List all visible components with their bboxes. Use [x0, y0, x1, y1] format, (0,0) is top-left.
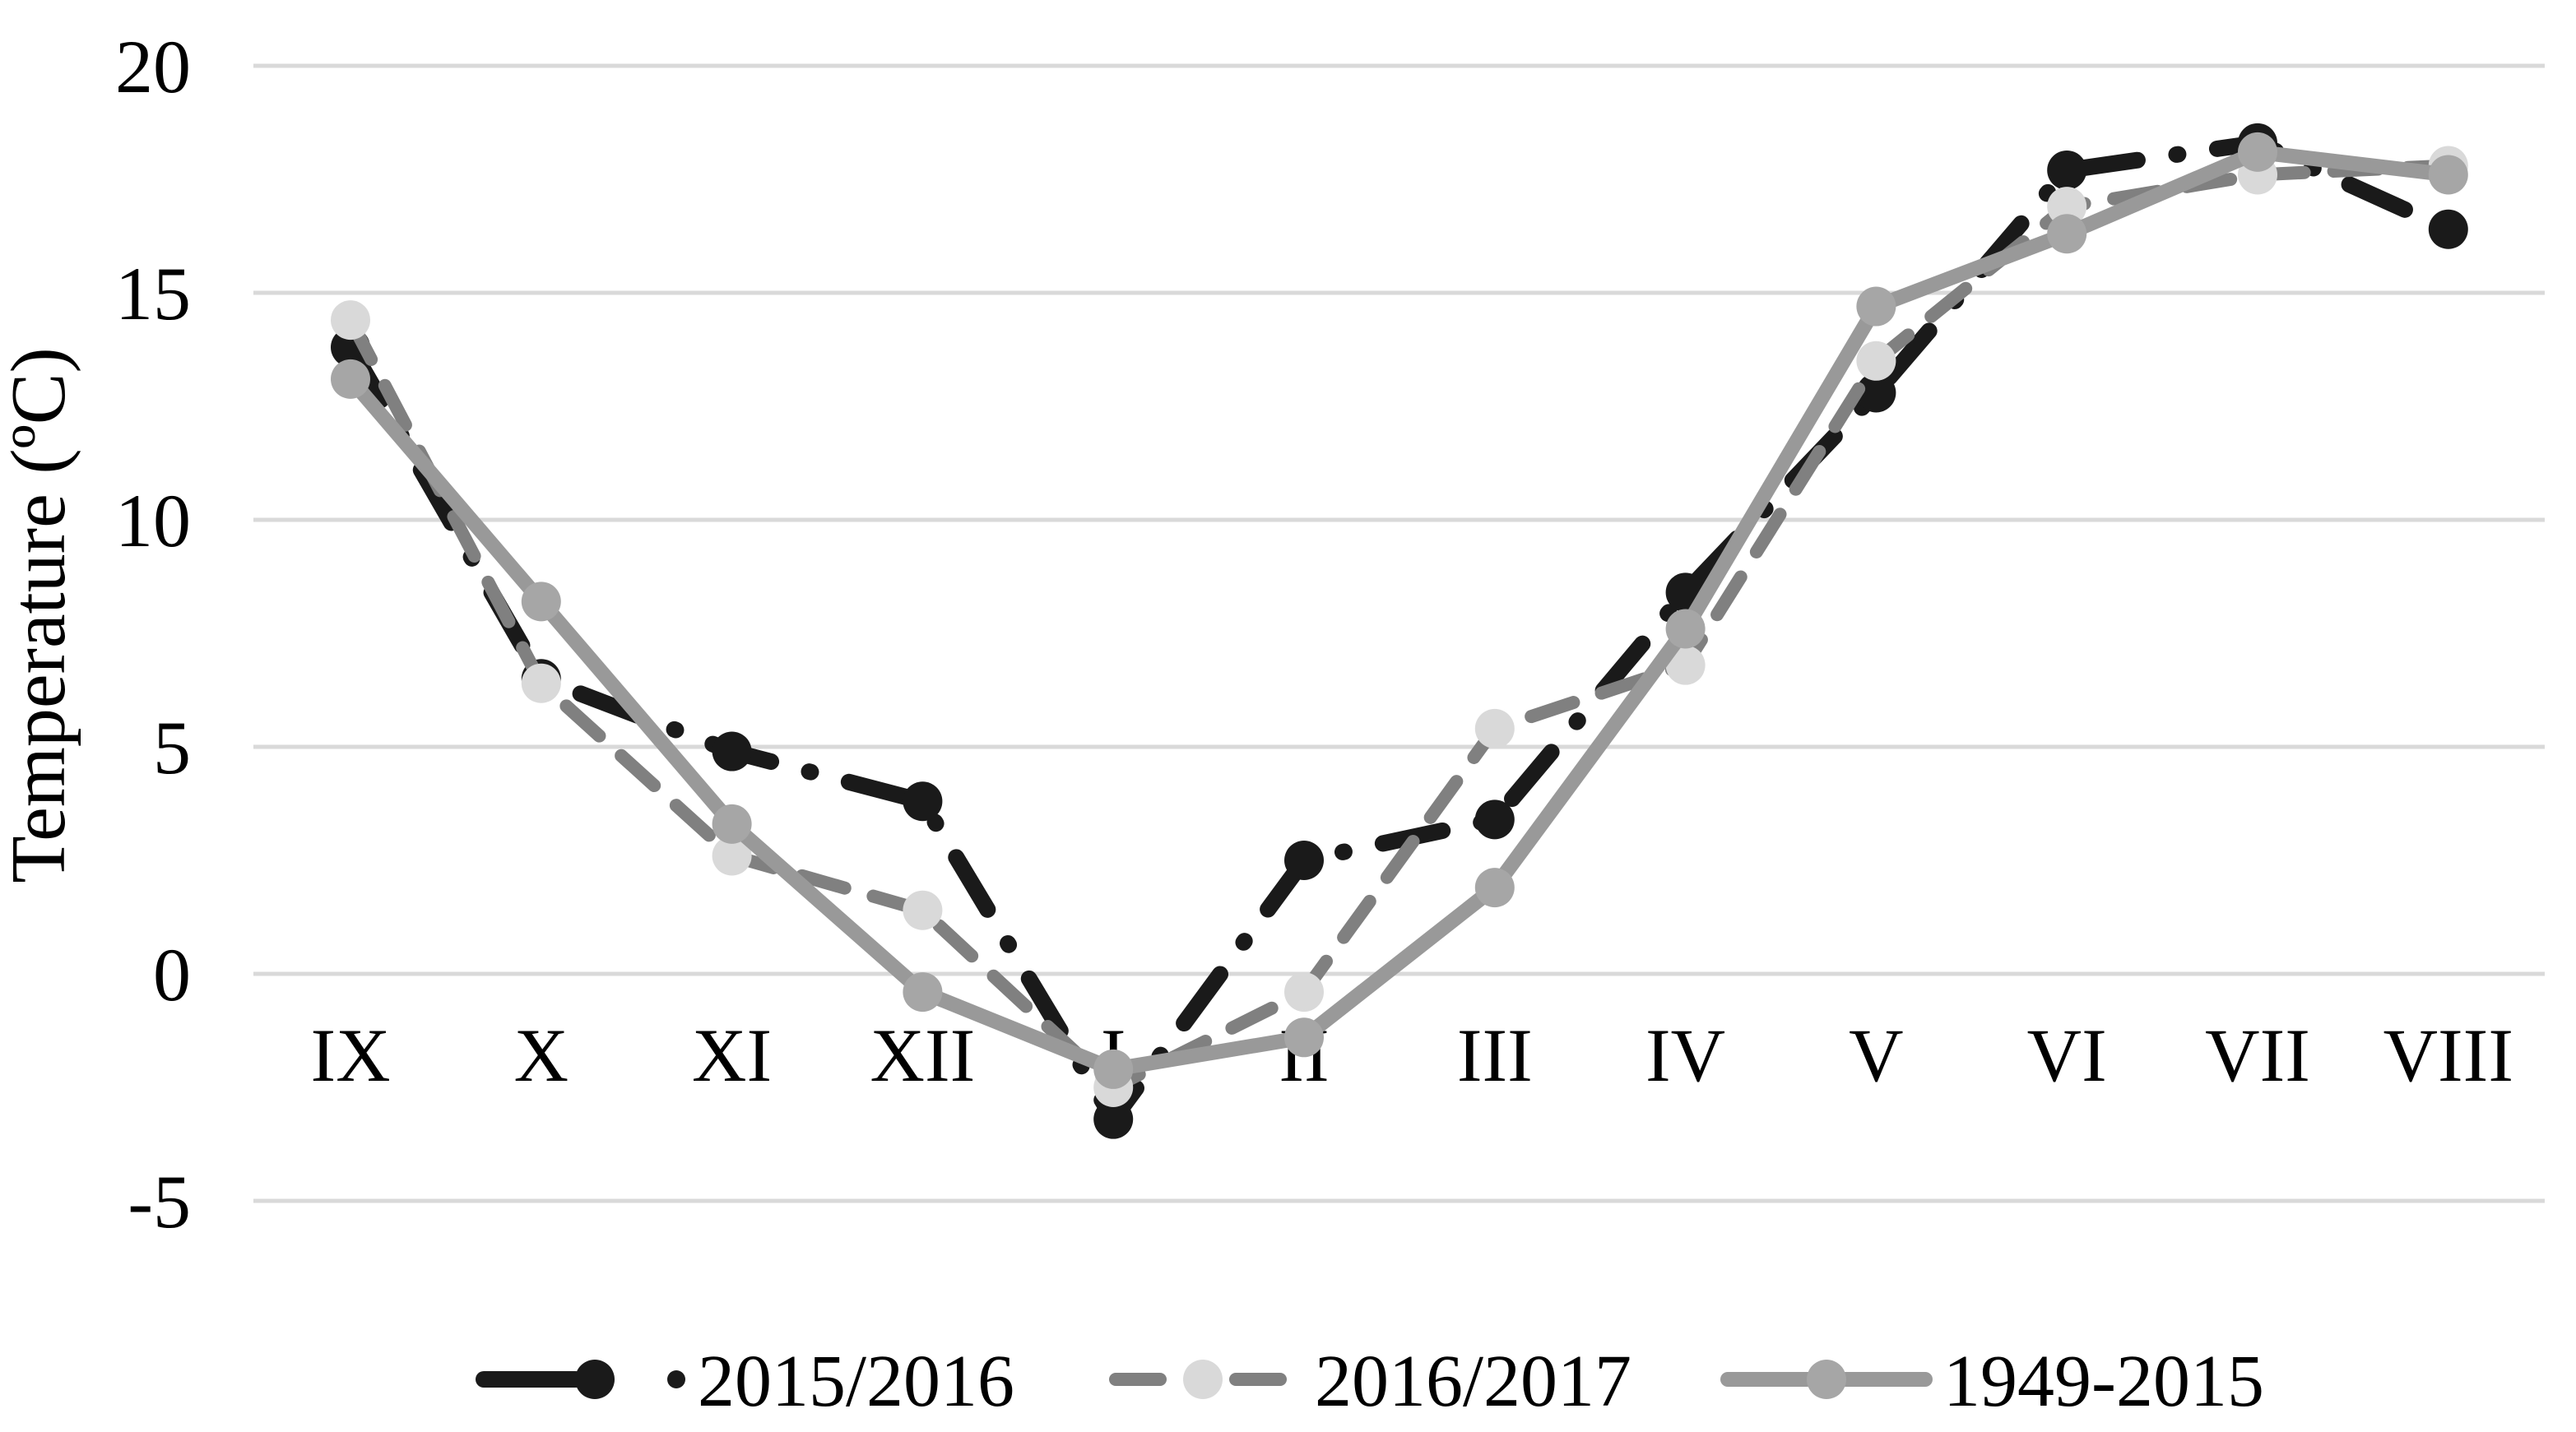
marker-1949-2015-VIII: [2428, 155, 2468, 195]
marker-2016-2017-XII: [903, 890, 943, 930]
marker-1949-2015-VI: [2047, 214, 2087, 254]
marker-2015-2016-VIII: [2428, 209, 2468, 249]
y-axis-title: Temperature (ºC): [0, 347, 81, 883]
y-tick-label--5: -5: [128, 1160, 191, 1244]
y-axis-tick-labels: 20 15 10 5 0 -5: [115, 25, 191, 1244]
legend-key-marker-1949-2015: [1807, 1360, 1846, 1399]
marker-1949-2015-III: [1474, 868, 1515, 908]
marker-2016-2017-II: [1284, 972, 1324, 1013]
x-tick-label-XI: XI: [692, 1013, 772, 1097]
series-line-2015-2016: [342, 134, 2457, 1128]
series-2015-2016: [331, 123, 2468, 1139]
legend-item-2016-2017: 2016/2017: [1109, 1341, 1631, 1422]
y-tick-label-0: 0: [153, 933, 191, 1017]
marker-1949-2015-XI: [712, 804, 752, 844]
series-line-1949-2015: [343, 144, 2456, 1077]
y-tick-label-15: 15: [115, 252, 191, 336]
x-tick-label-IX: IX: [310, 1013, 390, 1097]
series-line-2016-2017: [344, 159, 2455, 1094]
x-tick-label-VI: VI: [2027, 1013, 2107, 1097]
legend-label-2016-2017: 2016/2017: [1315, 1341, 1631, 1422]
marker-2015-2016-V: [1856, 373, 1896, 413]
marker-2016-2017-IX: [331, 300, 370, 341]
x-tick-label-XII: XII: [870, 1013, 976, 1097]
legend-key-marker-2016-2017: [1183, 1360, 1223, 1399]
marker-2016-2017-V: [1856, 341, 1896, 381]
legend-label-2015-2016: 2015/2016: [698, 1341, 1014, 1422]
marker-1949-2015-II: [1284, 1017, 1324, 1058]
legend-item-2015-2016: 2015/2016: [476, 1341, 1014, 1422]
grid-layer: [253, 63, 2545, 1203]
y-tick-label-20: 20: [115, 25, 191, 109]
marker-2016-2017-X: [521, 663, 561, 703]
marker-2016-2017-VI: [2047, 187, 2087, 227]
legend-label-1949-2015: 1949-2015: [1943, 1341, 2264, 1422]
marker-1949-2015-VII: [2238, 132, 2277, 172]
marker-2016-2017-IV: [1665, 645, 1706, 685]
marker-2015-2016-I: [1093, 1099, 1134, 1139]
marker-1949-2015-I: [1093, 1049, 1134, 1089]
y-tick-label-5: 5: [153, 706, 191, 790]
marker-1949-2015-IV: [1665, 609, 1706, 649]
legend-key-marker-2015-2016: [575, 1360, 615, 1399]
x-tick-label-VIII: VIII: [2383, 1013, 2513, 1097]
series-1949-2015: [331, 132, 2468, 1089]
x-tick-label-III: III: [1457, 1013, 1533, 1097]
marker-2015-2016-III: [1474, 799, 1515, 840]
legend-key-dot-2015-2016: [667, 1370, 685, 1388]
marker-1949-2015-X: [521, 582, 561, 622]
series-layer: [331, 123, 2468, 1139]
x-axis-tick-labels: IXXXIXIIIIIIIIIVVVIVIIVIII: [310, 1013, 2513, 1097]
x-tick-label-IV: IV: [1645, 1013, 1725, 1097]
y-tick-label-10: 10: [115, 479, 191, 563]
marker-2015-2016-XII: [903, 781, 943, 822]
legend: 2015/2016 2016/2017 1949-2015: [476, 1341, 2264, 1422]
marker-1949-2015-V: [1856, 286, 1896, 327]
x-tick-label-V: V: [1849, 1013, 1903, 1097]
marker-2016-2017-XI: [712, 836, 752, 876]
marker-2015-2016-VI: [2047, 150, 2087, 190]
marker-2015-2016-XI: [712, 731, 752, 772]
legend-item-1949-2015: 1949-2015: [1720, 1341, 2264, 1422]
marker-2016-2017-III: [1474, 708, 1515, 748]
x-tick-label-X: X: [514, 1013, 569, 1097]
marker-1949-2015-IX: [331, 359, 370, 399]
marker-2015-2016-II: [1284, 841, 1324, 880]
marker-1949-2015-XII: [903, 972, 943, 1013]
x-tick-label-VII: VII: [2205, 1013, 2310, 1097]
